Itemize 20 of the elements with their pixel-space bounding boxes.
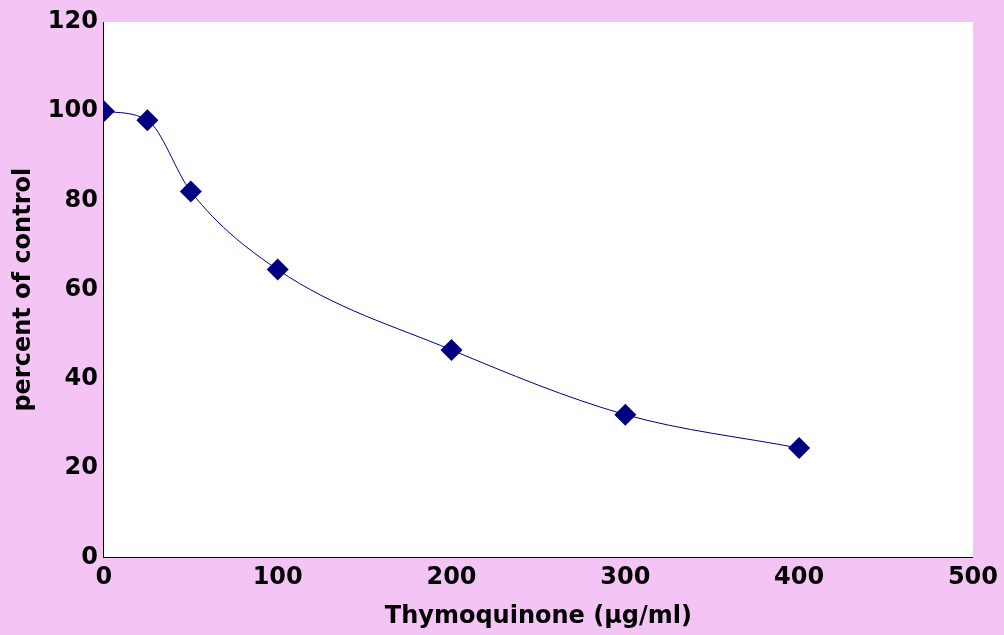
x-tick-label: 100 <box>252 562 303 591</box>
y-tick-label: 20 <box>64 452 98 481</box>
point <box>136 109 159 132</box>
y-tick-label: 120 <box>47 6 98 35</box>
x-tick-label: 200 <box>426 562 477 591</box>
point <box>788 437 811 460</box>
point <box>266 258 289 281</box>
y-tick-label: 40 <box>64 363 98 392</box>
y-tick-label: 60 <box>64 273 98 302</box>
y-axis-title: percent of control <box>7 167 36 412</box>
y-tick-label: 80 <box>64 184 98 213</box>
y-tick-label: 100 <box>47 95 98 124</box>
point <box>440 338 463 361</box>
y-tick-label: 0 <box>81 541 98 570</box>
x-axis-title: Thymoquinone (µg/ml) <box>384 600 693 629</box>
x-tick-label: 300 <box>600 562 651 591</box>
x-tick-label: 500 <box>947 562 999 591</box>
x-tick-label: 400 <box>774 562 825 591</box>
point <box>179 180 202 203</box>
point <box>614 403 637 426</box>
